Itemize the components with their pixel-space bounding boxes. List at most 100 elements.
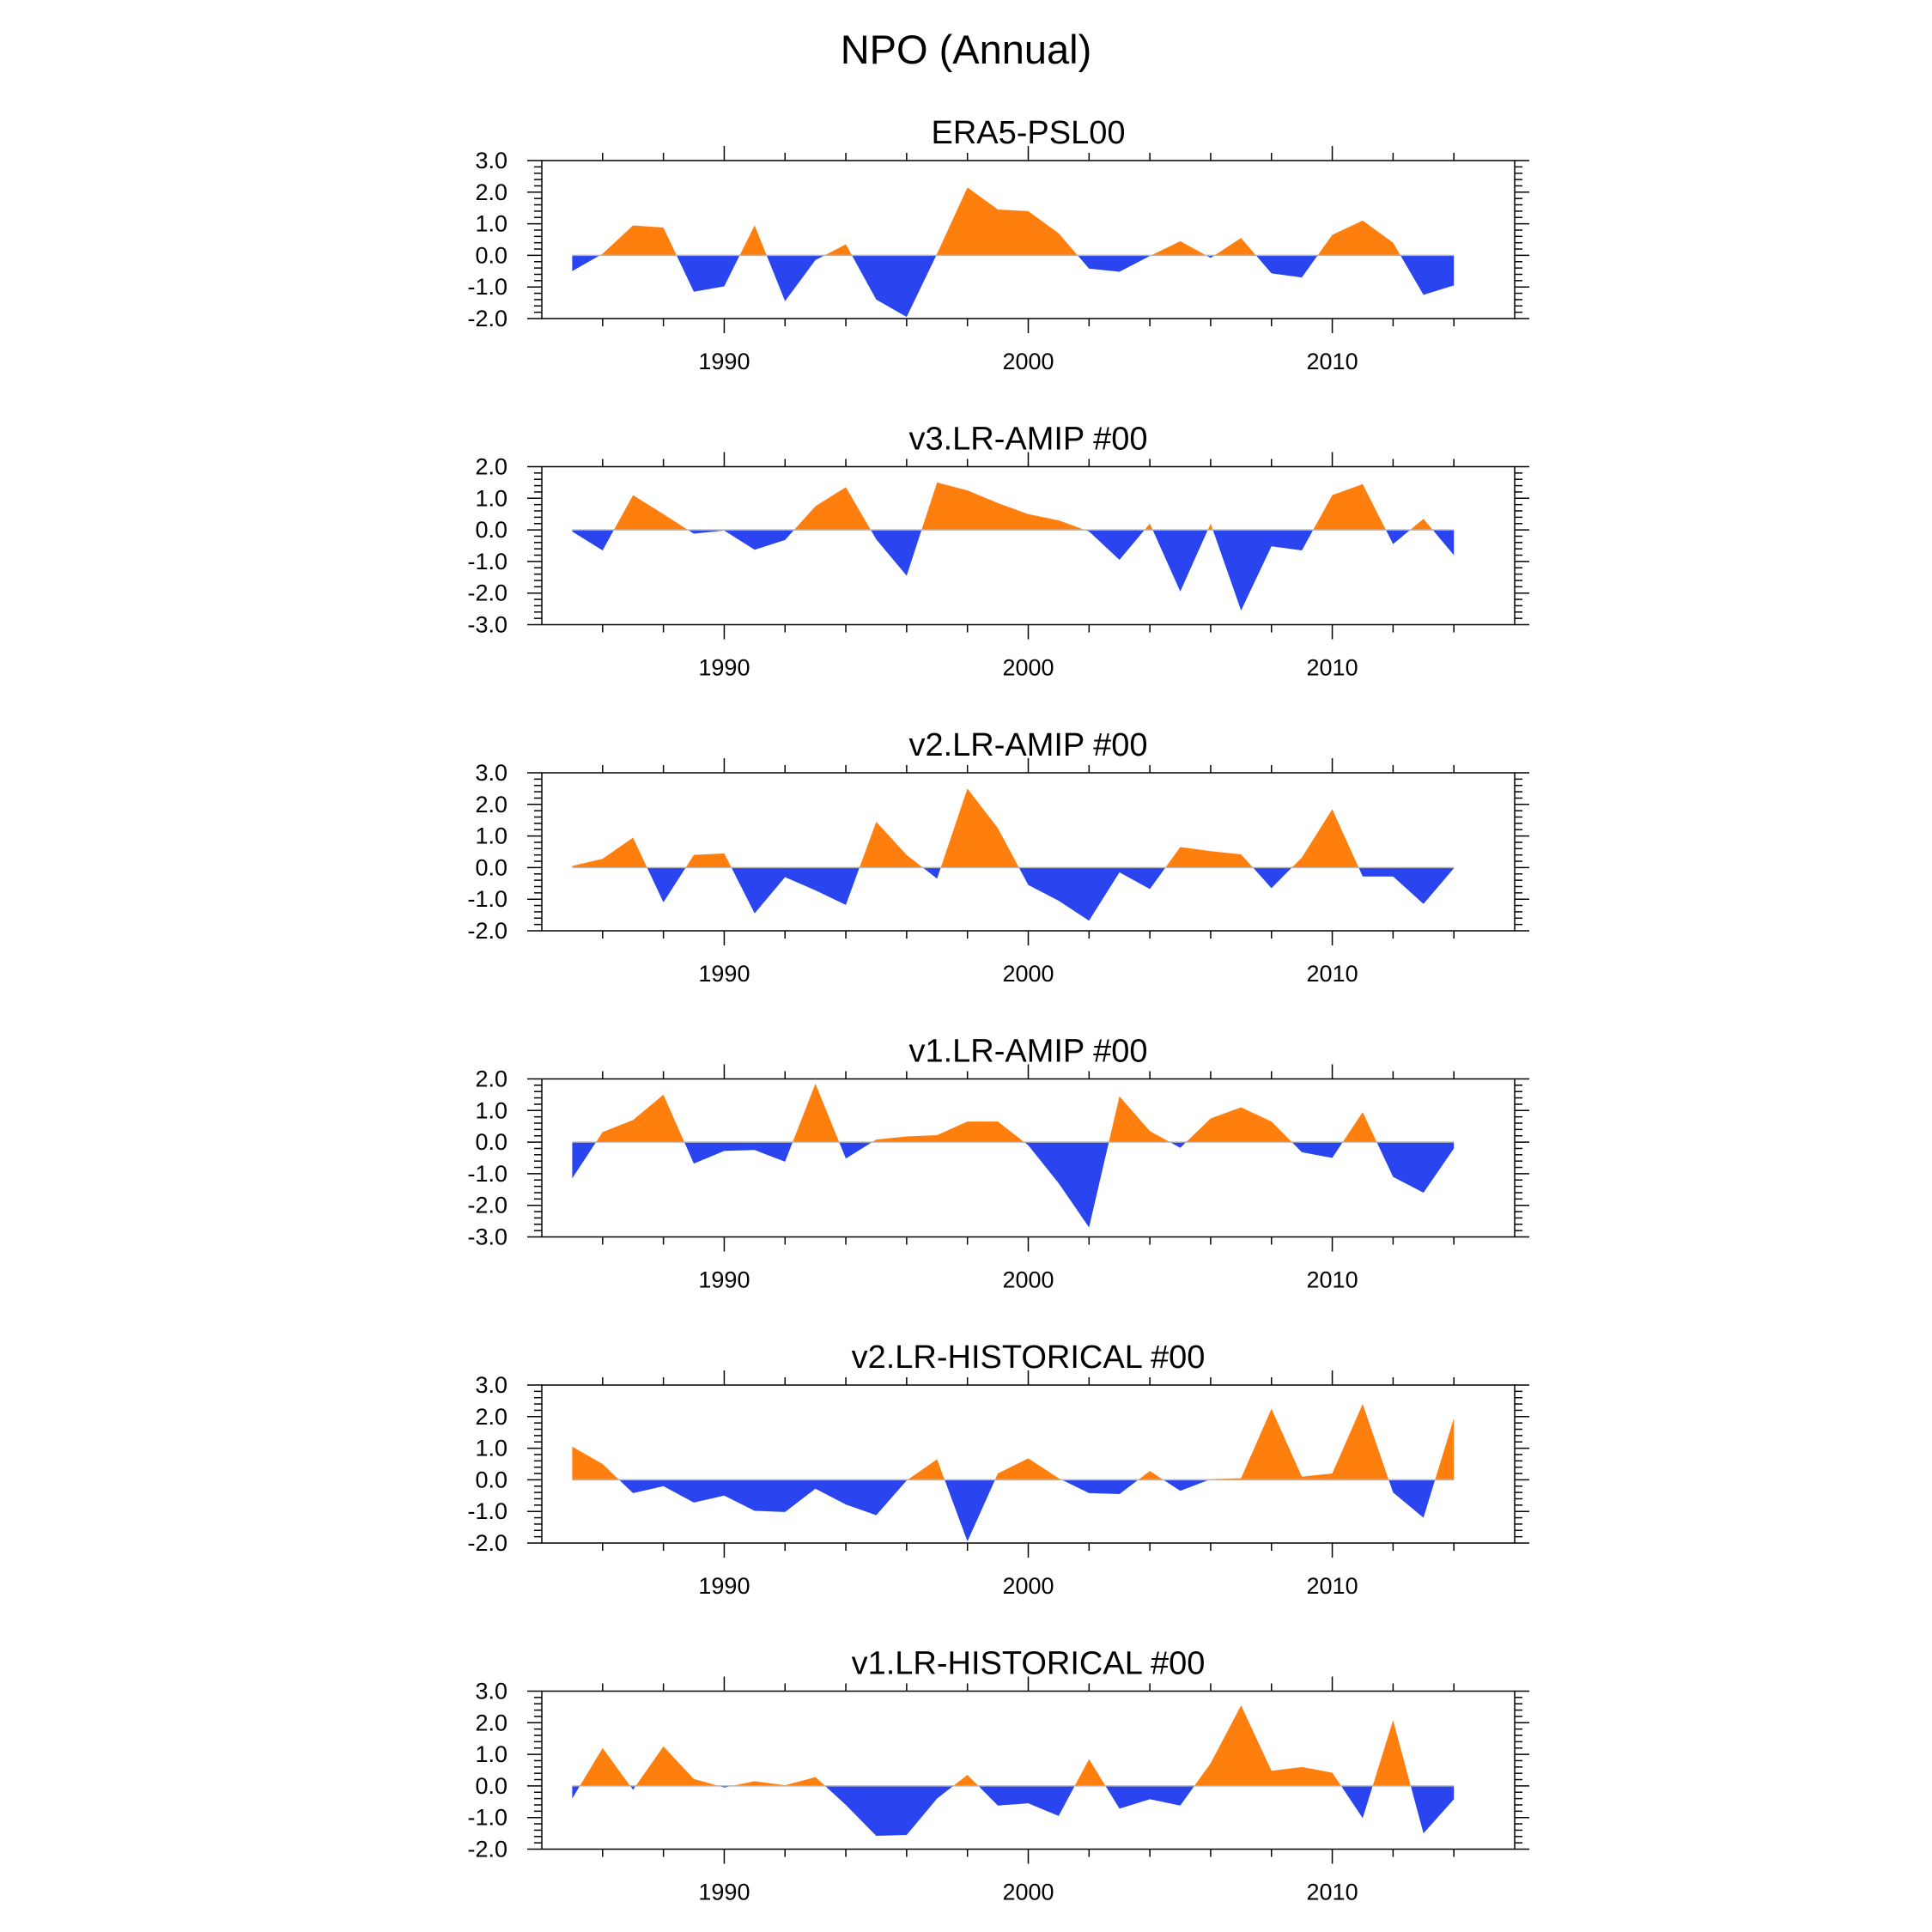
y-tick-label: 2.0: [475, 792, 507, 817]
panel-4: v1.LR-AMIP #00 2.0 1.0 0.0 -1.0 -2.0 -3.0 1990 2…: [467, 1034, 1529, 1293]
x-tick-label: 2000: [1002, 1267, 1054, 1293]
y-tick-label: 2.0: [475, 1710, 507, 1735]
y-ticks: [527, 465, 1529, 626]
area-series: [572, 1705, 1455, 1837]
y-tick-label: -1.0: [467, 274, 507, 300]
plot-frame: [541, 465, 1516, 626]
panel-1: ERA5-PSL00 3.0 2.0 1.0 0.0 -1.0 -2.0 1990 2000 20…: [467, 115, 1529, 374]
y-tick-label: -3.0: [467, 1224, 507, 1250]
y-tick-label: 1.0: [475, 1436, 507, 1461]
positive-area: [572, 788, 1455, 868]
plot-frame: [541, 1690, 1516, 1850]
x-tick-label: 1990: [698, 961, 750, 987]
y-ticks: [527, 1384, 1529, 1544]
y-tick-label: 3.0: [475, 1372, 507, 1398]
y-ticks: [527, 160, 1529, 319]
plot-frame: [541, 772, 1516, 932]
figure-title: NPO (Annual): [841, 27, 1092, 72]
negative-area: [619, 1479, 1436, 1542]
y-tick-label: 1.0: [475, 1097, 507, 1123]
area-series: [572, 1404, 1455, 1542]
y-tick-label: 2.0: [475, 1404, 507, 1430]
y-tick-label: 1.0: [475, 823, 507, 849]
x-tick-label: 1990: [698, 1573, 750, 1599]
area-series: [572, 1084, 1455, 1228]
panel-title: v1.LR-HISTORICAL #00: [852, 1646, 1206, 1682]
x-tick-label: 2010: [1307, 961, 1358, 987]
panel-title: v2.LR-HISTORICAL #00: [852, 1340, 1206, 1376]
panel-title: v3.LR-AMIP #00: [908, 422, 1147, 458]
y-tick-label: 0.0: [475, 854, 507, 880]
x-tick-label: 2000: [1002, 655, 1054, 681]
y-tick-label: 3.0: [475, 148, 507, 173]
y-tick-label: -2.0: [467, 1530, 507, 1556]
area-series: [572, 482, 1455, 611]
x-tick-label: 1990: [698, 349, 750, 374]
x-tick-label: 2000: [1002, 1573, 1054, 1599]
y-tick-label: 2.0: [475, 179, 507, 205]
y-tick-label: -2.0: [467, 580, 507, 606]
positive-area: [613, 482, 1433, 531]
positive-area: [572, 1404, 1455, 1480]
x-tick-label: 2000: [1002, 349, 1054, 374]
negative-area: [647, 867, 1455, 921]
x-tick-label: 2000: [1002, 961, 1054, 987]
negative-area: [572, 255, 1455, 318]
negative-area: [572, 1785, 1455, 1837]
area-series: [572, 788, 1455, 921]
x-tick-label: 2010: [1307, 655, 1358, 681]
panel-6: v1.LR-HISTORICAL #00 3.0 2.0 1.0 0.0 -1.0 -2.0…: [467, 1646, 1529, 1905]
y-tick-label: -1.0: [467, 1161, 507, 1187]
x-ticks: [602, 758, 1455, 945]
y-tick-label: 0.0: [475, 517, 507, 543]
y-tick-label: 2.0: [475, 454, 507, 480]
x-ticks: [602, 1064, 1455, 1252]
panels: ERA5-PSL00 3.0 2.0 1.0 0.0 -1.0 -2.0 1990 2000 20…: [467, 115, 1529, 1905]
negative-area: [572, 1142, 1455, 1228]
x-ticks: [602, 1370, 1455, 1558]
panel-2: v3.LR-AMIP #00 2.0 1.0 0.0 -1.0 -2.0 -3.0 1990 2…: [467, 422, 1529, 681]
x-ticks: [602, 452, 1455, 640]
y-ticks: [527, 1690, 1529, 1850]
y-tick-label: -2.0: [467, 918, 507, 944]
positive-area: [572, 187, 1455, 256]
x-tick-label: 2010: [1307, 1573, 1358, 1599]
y-tick-label: -3.0: [467, 612, 507, 638]
y-tick-label: 1.0: [475, 211, 507, 237]
panel-5: v2.LR-HISTORICAL #00 3.0 2.0 1.0 0.0 -1.0 -2.0…: [467, 1340, 1529, 1599]
y-tick-label: -1.0: [467, 549, 507, 574]
y-tick-label: 0.0: [475, 1467, 507, 1492]
y-ticks: [527, 772, 1529, 932]
y-tick-label: -2.0: [467, 1837, 507, 1862]
y-tick-label: -1.0: [467, 1805, 507, 1831]
y-tick-label: -2.0: [467, 1193, 507, 1218]
x-ticks: [602, 1676, 1455, 1864]
y-tick-label: 0.0: [475, 1773, 507, 1799]
panel-title: ERA5-PSL00: [931, 115, 1125, 151]
x-ticks: [602, 146, 1455, 333]
x-tick-label: 2010: [1307, 1267, 1358, 1293]
x-tick-label: 2010: [1307, 1880, 1358, 1905]
area-series: [572, 187, 1455, 318]
y-tick-label: 1.0: [475, 1741, 507, 1767]
x-tick-label: 1990: [698, 1880, 750, 1905]
plot-frame: [541, 1078, 1516, 1238]
positive-area: [596, 1084, 1377, 1143]
x-tick-label: 2010: [1307, 349, 1358, 374]
panel-3: v2.LR-AMIP #00 3.0 2.0 1.0 0.0 -1.0 -2.0 1990 20…: [467, 727, 1529, 987]
panel-title: v1.LR-AMIP #00: [908, 1034, 1147, 1070]
panel-title: v2.LR-AMIP #00: [908, 727, 1147, 763]
x-tick-label: 2000: [1002, 1880, 1054, 1905]
y-tick-label: 2.0: [475, 1066, 507, 1092]
y-tick-label: -2.0: [467, 306, 507, 331]
y-ticks: [527, 1078, 1529, 1238]
negative-area: [572, 530, 1455, 611]
y-tick-label: -1.0: [467, 1498, 507, 1524]
y-tick-label: 3.0: [475, 760, 507, 786]
y-tick-label: 0.0: [475, 1129, 507, 1155]
x-tick-label: 1990: [698, 1267, 750, 1293]
y-tick-label: 3.0: [475, 1679, 507, 1704]
y-tick-label: 1.0: [475, 485, 507, 511]
y-tick-label: -1.0: [467, 886, 507, 912]
